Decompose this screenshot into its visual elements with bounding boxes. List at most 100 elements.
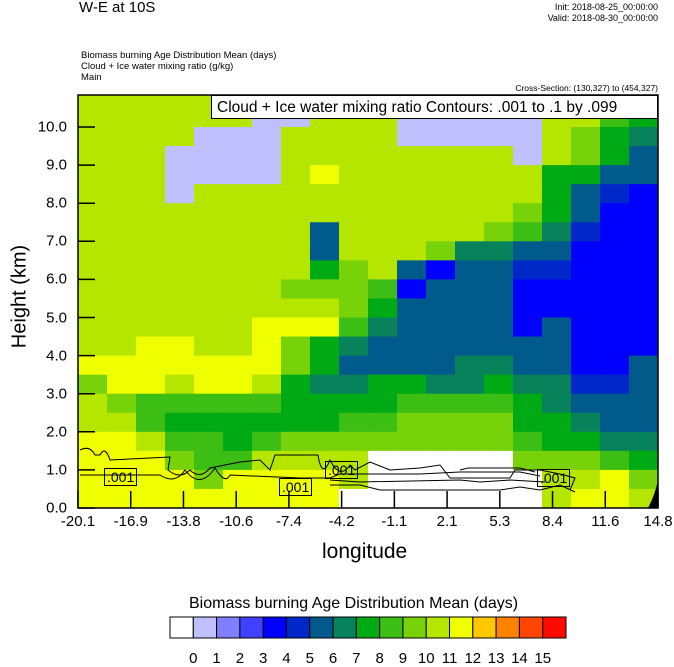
heatmap-cell <box>310 298 340 319</box>
heatmap-cell <box>600 450 630 471</box>
heatmap-cell <box>484 203 514 223</box>
heatmap-cell <box>165 95 195 109</box>
heatmap-cell <box>194 146 224 166</box>
heatmap-cell <box>629 146 658 166</box>
heatmap-cell <box>397 127 427 147</box>
heatmap-cell <box>455 279 485 300</box>
heatmap-cell <box>310 412 340 433</box>
heatmap-cell <box>629 317 658 338</box>
heatmap-cell <box>397 317 427 338</box>
heatmap-cell <box>339 298 369 319</box>
colorbar-title: Biomass burning Age Distribution Mean (d… <box>189 595 519 612</box>
heatmap-cell <box>629 203 658 223</box>
heatmap-cell <box>455 488 485 508</box>
heatmap-cell <box>252 298 282 319</box>
heatmap-cell <box>136 355 166 376</box>
heatmap-cell <box>600 298 630 319</box>
heatmap-cell <box>368 298 398 319</box>
x-tick-label: 5.3 <box>489 513 511 530</box>
contour-line <box>329 479 546 483</box>
heatmap-cell <box>455 203 485 223</box>
heatmap-cell <box>107 431 137 452</box>
heatmap-cell <box>397 488 427 508</box>
heatmap-cell <box>165 241 195 261</box>
heatmap-cell <box>571 412 601 433</box>
heatmap-cell <box>629 374 658 395</box>
heatmap-cell <box>426 412 456 433</box>
heatmap-cell <box>136 95 166 109</box>
heatmap-cell <box>426 317 456 338</box>
heatmap-cell <box>223 374 253 395</box>
colorbar-label: 9 <box>398 650 408 667</box>
heatmap-cell <box>281 127 311 147</box>
heatmap-cell <box>426 355 456 376</box>
heatmap-cell <box>368 184 398 204</box>
colorbar-box <box>355 616 381 639</box>
y-tick-label: 9.0 <box>46 156 67 174</box>
heatmap-cell <box>107 95 137 109</box>
heatmap-cell <box>542 203 572 223</box>
colorbar-label: 5 <box>305 650 314 667</box>
heatmap-cell <box>571 469 601 490</box>
heatmap-cell <box>484 374 514 395</box>
heatmap-cell <box>426 241 456 261</box>
heatmap-cell <box>600 469 630 490</box>
heatmap-cell <box>165 355 195 376</box>
heatmap-cell <box>542 298 572 319</box>
heatmap-cell <box>484 431 514 452</box>
heatmap-cell <box>629 260 658 281</box>
heatmap-cell <box>78 336 108 357</box>
heatmap-cell <box>368 412 398 433</box>
heatmap-cell <box>629 298 658 319</box>
colorbar-box <box>449 616 474 639</box>
heatmap-cell <box>542 431 572 452</box>
heatmap-cell <box>223 393 253 414</box>
heatmap-cell <box>165 107 195 128</box>
heatmap-cell <box>600 260 630 281</box>
x-tick-label: 8.4 <box>542 513 563 530</box>
heatmap-cell <box>281 298 311 319</box>
colorbar-box <box>262 616 287 639</box>
heatmap-cell <box>252 488 282 508</box>
heatmap-cell <box>571 260 601 281</box>
heatmap-cell <box>339 336 369 357</box>
heatmap-cell <box>194 222 224 242</box>
heatmap-cell <box>107 488 137 508</box>
heatmap-cell <box>281 279 311 300</box>
heatmap-cell <box>136 184 166 204</box>
colorbar-box <box>169 616 194 639</box>
heatmap-cell <box>281 336 311 357</box>
heatmap-cell <box>629 127 658 147</box>
heatmap-cell <box>455 184 485 204</box>
heatmap-cell <box>281 431 311 452</box>
heatmap-cell <box>339 450 369 471</box>
heatmap-cell <box>339 317 369 338</box>
heatmap-cell <box>542 393 572 414</box>
heatmap-cell <box>426 488 456 508</box>
heatmap-cell <box>339 260 369 281</box>
heatmap-cell <box>368 355 398 376</box>
heatmap-cell <box>600 431 630 452</box>
heatmap-cell <box>339 355 369 376</box>
heatmap-cell <box>426 298 456 319</box>
heatmap-cell <box>107 374 137 395</box>
heatmap-cell <box>368 279 398 300</box>
heatmap-cell <box>339 393 369 414</box>
heatmap-cell <box>397 374 427 395</box>
heatmap-cell <box>194 241 224 261</box>
heatmap-cell <box>513 203 543 223</box>
heatmap-cell <box>310 393 340 414</box>
heatmap-cell <box>455 260 485 281</box>
heatmap-cell <box>600 222 630 242</box>
heatmap-cell <box>455 450 485 471</box>
heatmap-cell <box>426 336 456 357</box>
heatmap-cell <box>397 260 427 281</box>
heatmap-cell <box>136 241 166 261</box>
heatmap-cell <box>629 431 658 452</box>
heatmap-cell <box>513 241 543 261</box>
heatmap-cell <box>426 431 456 452</box>
heatmap-cell <box>165 412 195 433</box>
heatmap-cell <box>426 469 456 490</box>
heatmap-cell <box>165 184 195 204</box>
